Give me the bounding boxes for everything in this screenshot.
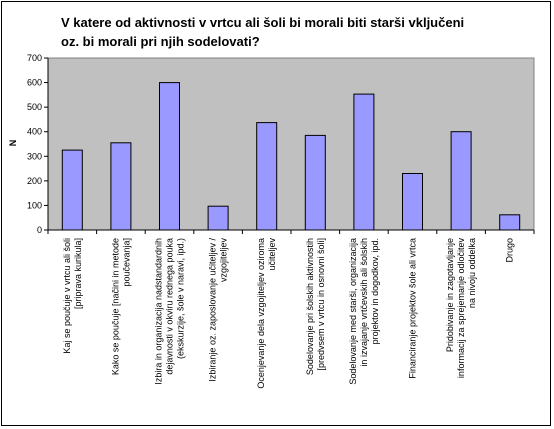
- y-tick-label-500: 500: [27, 102, 42, 112]
- bars-layer: [61, 82, 521, 231]
- x-tick-label-1: Kaj se poučuje v vrtcu ali šoli [priprava…: [62, 238, 83, 354]
- bar-3: [159, 82, 180, 231]
- bar-6: [304, 134, 326, 231]
- x-tick-label-7-line-3: projektov in dogodkov, ipd.: [370, 238, 380, 344]
- x-tick-label-3: Izbira in organizacija nadstandardnih dej…: [154, 238, 186, 385]
- chart-title-line-2: oz. bi morali pri njih sodelovati?: [61, 34, 260, 49]
- y-tick-label-300: 300: [27, 151, 42, 161]
- x-tick-label-4-line-1: Izbiranje oz. zaposlovanje učiteljev /: [208, 238, 218, 382]
- x-tick-label-3-line-3: (ekskurzije, šole v naravi, ipd.): [176, 238, 186, 359]
- x-tick-label-1-line-1: Kaj se poučuje v vrtcu ali šoli: [62, 238, 72, 354]
- y-tick-label-400: 400: [27, 127, 42, 137]
- x-tick-label-2: Kako se poučuje [načini in metode poučeva…: [110, 238, 131, 375]
- bar-7: [353, 93, 375, 231]
- y-axis-label: N: [8, 140, 18, 147]
- x-tick-label-4-line-2: vzgojiteljev: [219, 238, 229, 283]
- x-tick-label-8-line-1: Financiranje projektov šole ali vrtca: [408, 238, 418, 379]
- x-tick-label-2-line-2: poučevanja]: [121, 238, 131, 287]
- chart-title-line-1: V katere od aktivnosti v vrtcu ali šoli …: [61, 15, 464, 30]
- x-tick-label-9-line-2: informacij za sprejemanje odločitev: [456, 238, 466, 379]
- x-tick-label-9-line-3: na nivoju oddelka: [467, 238, 477, 308]
- bar-10: [499, 214, 521, 231]
- x-tick-label-3-line-2: dejavnosti v okviru rednega pouka: [165, 238, 175, 375]
- x-tick-label-10: Drugo: [505, 238, 515, 263]
- x-tick-label-6: Sodelovanje pri šolskih aktivnostih [pred…: [305, 238, 326, 375]
- x-tick-label-5: Ocenjevanje dela vzgojiteljev oziroma uči…: [256, 238, 277, 389]
- x-tick-label-7-line-2: in izvajanje vrtčevskih ali šolskih: [359, 238, 369, 367]
- x-tick-label-8: Financiranje projektov šole ali vrtca: [408, 238, 418, 379]
- x-tick-label-4: Izbiranje oz. zaposlovanje učiteljev / vz…: [208, 238, 229, 382]
- x-tick-label-6-line-1: Sodelovanje pri šolskih aktivnostih: [305, 238, 315, 375]
- bar-8: [402, 173, 423, 231]
- y-tick-label-600: 600: [27, 78, 42, 88]
- y-ticks: 0 100 200 300 400 500 600 700: [27, 53, 48, 235]
- x-tick-label-6-line-2: [predvsem v vrtcu in osnovni šoli]: [316, 238, 326, 371]
- x-tick-label-1-line-2: [priprava kurikula]: [73, 238, 83, 309]
- x-tick-label-5-line-1: Ocenjevanje dela vzgojiteljev oziroma: [256, 238, 266, 389]
- y-tick-label-100: 100: [27, 200, 42, 210]
- bar-5: [256, 122, 278, 231]
- bar-9: [450, 131, 472, 231]
- chart-title: V katere od aktivnosti v vrtcu ali šoli …: [61, 15, 464, 49]
- bar-4: [207, 205, 229, 231]
- bar-1: [61, 149, 83, 231]
- x-tick-label-10-line-1: Drugo: [505, 238, 515, 263]
- x-tick-label-5-line-2: učiteljev: [267, 238, 277, 271]
- bar-2: [110, 142, 132, 231]
- y-tick-label-700: 700: [27, 53, 42, 63]
- x-tick-label-2-line-1: Kako se poučuje [načini in metode: [110, 238, 120, 375]
- y-tick-label-200: 200: [27, 176, 42, 186]
- x-tick-label-7: Sodelovanje med starši, organizacija in i…: [348, 238, 380, 385]
- axes-layer: [47, 58, 535, 234]
- x-tick-label-7-line-1: Sodelovanje med starši, organizacija: [348, 238, 358, 385]
- x-tick-label-9: Pridobivanje in zagotavljanje informacij …: [445, 238, 477, 379]
- y-tick-label-0: 0: [37, 225, 42, 235]
- x-tick-labels: Kaj se poučuje v vrtcu ali šoli [priprava…: [62, 238, 515, 389]
- x-tick-label-9-line-1: Pridobivanje in zagotavljanje: [445, 238, 455, 352]
- x-tick-label-3-line-1: Izbira in organizacija nadstandardnih: [154, 238, 164, 385]
